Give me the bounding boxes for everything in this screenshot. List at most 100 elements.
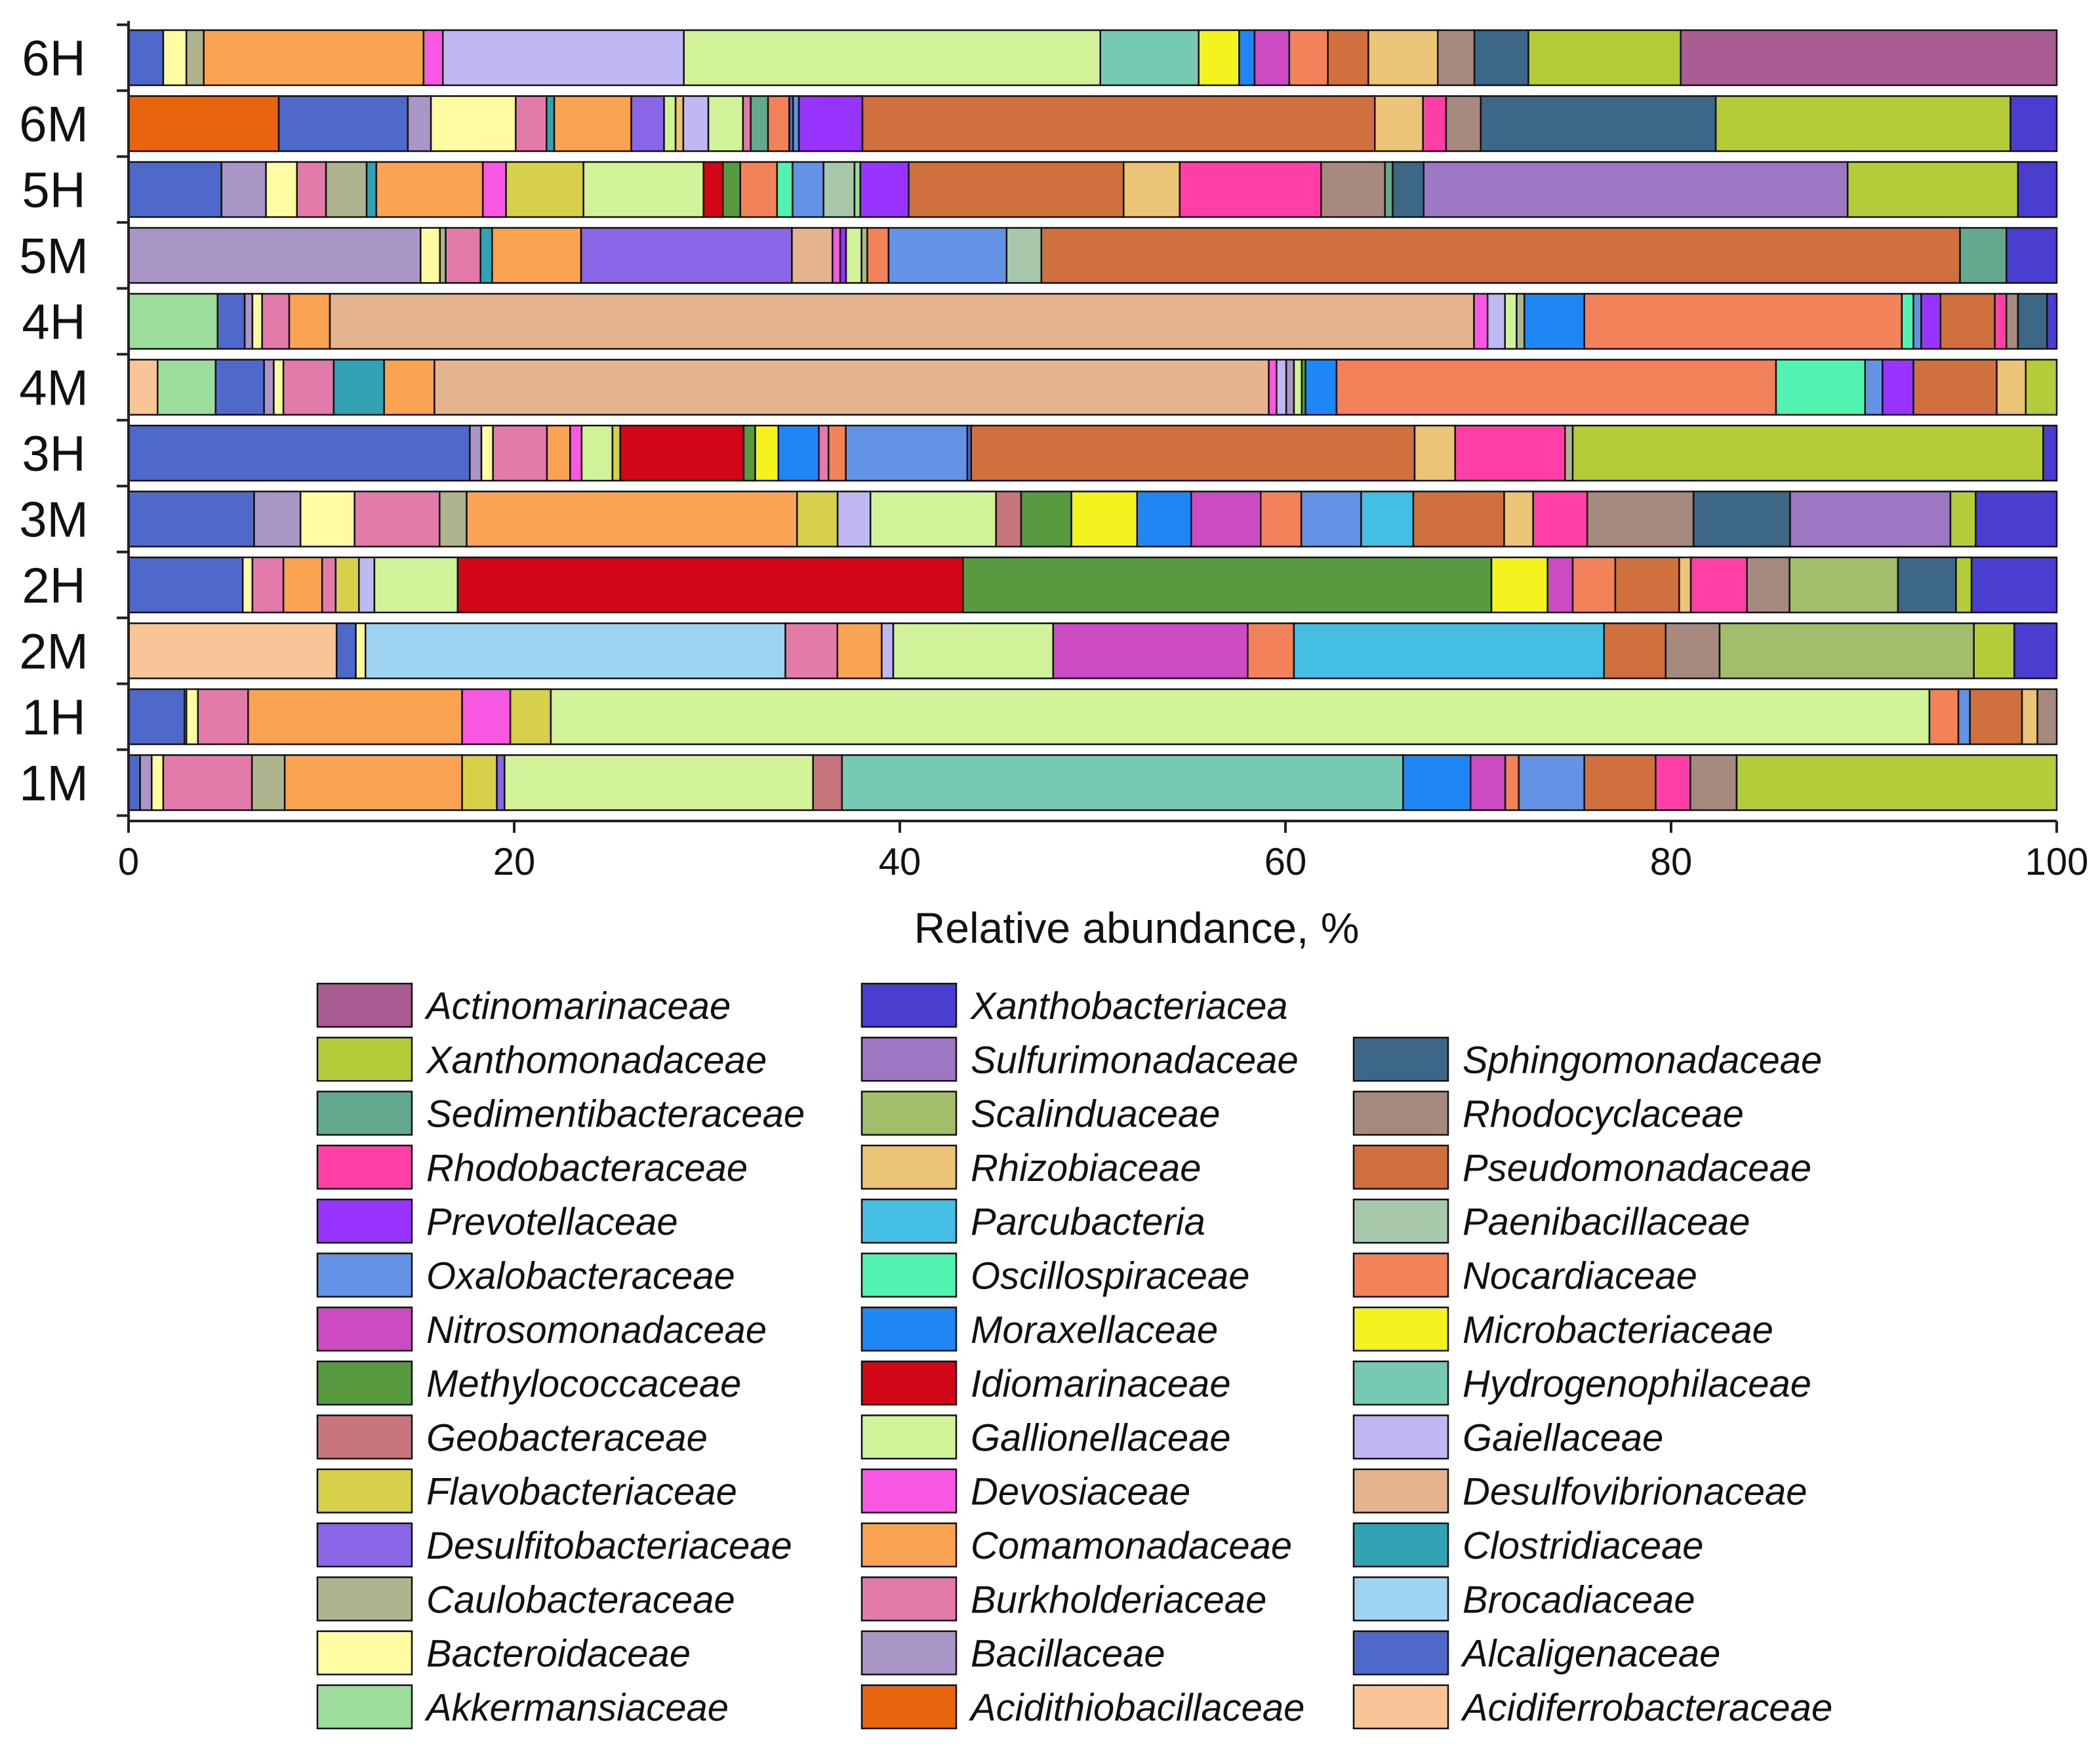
segment-nocardiaceae xyxy=(1335,359,1777,416)
row-label-3H: 3H xyxy=(22,426,85,482)
segment-acidiferrobacteraceae xyxy=(127,359,159,416)
segment-akkermansiaceae xyxy=(853,161,862,218)
legend-label: Desulfovibrionaceae xyxy=(1463,1471,1807,1513)
segment-microbacteriaceae xyxy=(1070,490,1139,548)
segment-rhodobacteraceae xyxy=(1454,424,1566,482)
axes-group: 1M 1H 2M 2H 3M 3H 4M 4H 5M 5H 6M 6H 0 20 40 60 80 100 xyxy=(19,21,2088,883)
segment-alcaligenaceae xyxy=(277,95,409,152)
segment-caulobacteraceae xyxy=(439,227,447,284)
segment-oxalobacteraceae xyxy=(1300,490,1362,548)
segment-xanthobacteriacea xyxy=(2006,227,2058,284)
segment-rhodobacteraceae xyxy=(1532,490,1588,548)
segment-rhizobiaceae xyxy=(1413,424,1456,482)
segment-bacillaceae xyxy=(243,292,254,350)
legend-label: Sulfurimonadaceae xyxy=(971,1039,1299,1081)
segment-burkholderiaceae xyxy=(784,622,839,679)
segment-burkholderiaceae xyxy=(515,95,548,152)
legend-label: Xanthobacteriacea xyxy=(969,985,1288,1028)
segment-xanthomonadaceae xyxy=(1571,424,2044,482)
segment-idiomarinaceae xyxy=(619,424,745,482)
segment-desulfovibrionaceae xyxy=(791,227,834,284)
segment-rhodocyclaceae xyxy=(1586,490,1695,548)
segment-rhizobiaceae xyxy=(1678,556,1692,614)
legend-item-sulfurimonadaceae: Sulfurimonadaceae xyxy=(860,1037,1299,1082)
legend-label: Alcaligenaceae xyxy=(1461,1633,1720,1675)
legend-item-bacillaceae: Bacillaceae xyxy=(860,1630,1165,1675)
legend-item-methylococcaceae: Methylococcaceae xyxy=(316,1360,741,1406)
legend-label: Acidithiobacillaceae xyxy=(969,1687,1304,1729)
segment-comamonadaceae xyxy=(282,556,323,614)
segment-sphingomonadaceae xyxy=(1480,95,1717,152)
legend-label: Pseudomonadaceae xyxy=(1463,1147,1811,1190)
segment-rhodocyclaceae xyxy=(1437,29,1476,87)
segment-methylococcaceae xyxy=(961,556,1493,614)
legend-swatch xyxy=(316,982,413,1028)
segment-prevotellaceae xyxy=(859,161,910,218)
legend-label: Geobacteraceae xyxy=(426,1416,708,1459)
legend-item-geobacteraceae: Geobacteraceae xyxy=(316,1414,708,1460)
segment-gallionellaceae xyxy=(845,227,862,284)
legend-label: Sedimentibacteraceae xyxy=(426,1093,805,1136)
legend-item-desulfitobacteriaceae: Desulfitobacteriaceae xyxy=(316,1522,792,1568)
legend-swatch xyxy=(316,1144,413,1190)
segment-nitrosomonadaceae xyxy=(1190,490,1262,548)
segment-bacillaceae xyxy=(407,95,432,152)
segment-nocardiaceae xyxy=(1288,29,1329,87)
legend-swatch xyxy=(316,1522,413,1568)
legend-label: Sphingomonadaceae xyxy=(1463,1039,1822,1081)
segment-alcaligenaceae xyxy=(214,359,265,416)
legend-swatch xyxy=(860,1360,958,1406)
legend-item-brocadiaceae: Brocadiaceae xyxy=(1352,1576,1695,1622)
segment-sulfurimonadaceae xyxy=(1789,490,1952,548)
legend-item-desulfovibrionaceae: Desulfovibrionaceae xyxy=(1352,1468,1807,1513)
segment-alcaligenaceae xyxy=(335,622,357,679)
segment-clostridiaceae xyxy=(479,227,493,284)
segment-pseudomonadaceae xyxy=(1327,29,1369,87)
x-tick-label: 40 xyxy=(879,841,921,883)
legend-swatch xyxy=(860,1198,958,1244)
legend-item-gallionellaceae: Gallionellaceae xyxy=(860,1414,1231,1460)
segment-xanthomonadaceae xyxy=(1949,490,1977,548)
segment-gaiellaceae xyxy=(1276,359,1287,416)
segment-gaiellaceae xyxy=(1486,292,1506,350)
legend-swatch xyxy=(316,1684,413,1730)
legend-item-bacteroidaceae: Bacteroidaceae xyxy=(316,1630,691,1675)
segment-gallionellaceae xyxy=(892,622,1055,679)
segment-oxalobacteraceae xyxy=(887,227,1008,284)
segment-clostridiaceae xyxy=(546,95,555,152)
segment-nocardiaceae xyxy=(827,424,847,482)
legend-item-microbacteriaceae: Microbacteriaceae xyxy=(1352,1306,1773,1352)
segment-burkholderiaceae xyxy=(321,556,337,614)
legend-swatch xyxy=(860,1468,958,1513)
legend-label: Paenibacillaceae xyxy=(1463,1201,1750,1243)
legend-label: Flavobacteriaceae xyxy=(426,1471,737,1513)
legend-item-sphingomonadaceae: Sphingomonadaceae xyxy=(1352,1037,1822,1082)
segment-parcubacteria xyxy=(1293,622,1605,679)
segment-acidiferrobacteraceae xyxy=(127,622,338,679)
segment-comamonadaceae xyxy=(203,29,425,87)
legend-item-parcubacteria: Parcubacteria xyxy=(860,1198,1205,1244)
segment-pseudomonadaceae xyxy=(970,424,1416,482)
bars-group xyxy=(127,29,2058,811)
segment-bacteroidaceae xyxy=(430,95,517,152)
segment-oxalobacteraceae xyxy=(792,161,824,218)
legend-swatch xyxy=(860,982,958,1028)
segment-caulobacteraceae xyxy=(439,490,468,548)
segment-rhizobiaceae xyxy=(1374,95,1424,152)
segment-gallionellaceae xyxy=(663,95,677,152)
bar-2M xyxy=(127,622,2058,679)
segment-pseudomonadaceae xyxy=(1412,490,1505,548)
row-label-5M: 5M xyxy=(19,229,89,285)
segment-devosiaceae xyxy=(461,688,512,746)
segment-bacteroidaceae xyxy=(273,359,285,416)
legend-swatch xyxy=(860,1037,958,1082)
segment-bacillaceae xyxy=(139,754,153,811)
segment-bacillaceae xyxy=(263,359,275,416)
segment-methylococcaceae xyxy=(1020,490,1072,548)
legend-swatch xyxy=(860,1090,958,1136)
segment-prevotellaceae xyxy=(798,95,864,152)
legend-label: Hydrogenophilaceae xyxy=(1463,1363,1811,1405)
segment-devosiaceae xyxy=(569,424,583,482)
legend-label: Nocardiaceae xyxy=(1463,1255,1697,1298)
bar-1M xyxy=(127,754,2058,811)
